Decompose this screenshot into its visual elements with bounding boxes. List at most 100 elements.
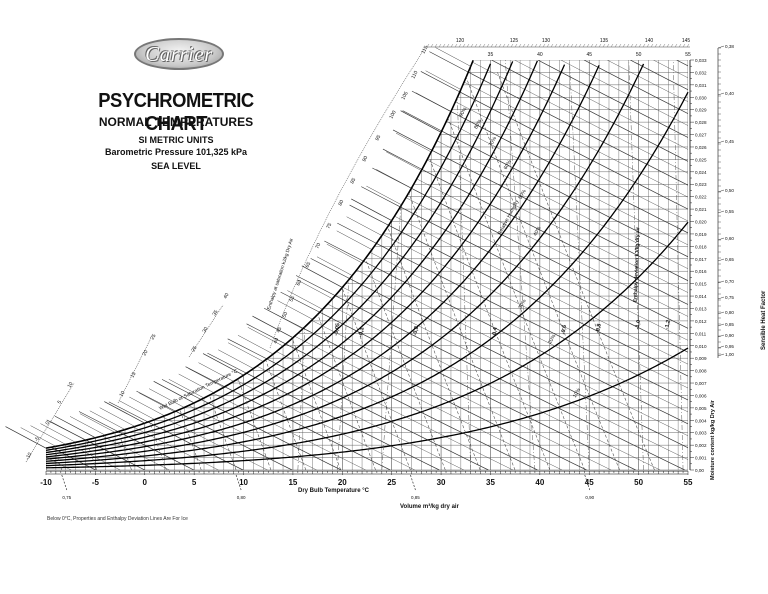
enthalpy-deviation-axis-label: Enthalpy deviation kJ/kg dry air xyxy=(633,227,642,303)
carrier-logo: Carrier xyxy=(134,38,224,70)
enthalpy-saturation-scale xyxy=(269,44,428,349)
x-tick-label: 30 xyxy=(437,478,446,487)
shf-tick-label: 0,60 xyxy=(725,236,734,241)
svg-text:0,90: 0,90 xyxy=(585,495,594,500)
x-tick-label: 0 xyxy=(143,478,148,487)
rh-label: 90% xyxy=(458,106,468,118)
shf-tick-label: 0,45 xyxy=(725,139,734,144)
top-enthalpy-label: 120 xyxy=(456,38,465,44)
sensible-heat-factor-scale xyxy=(717,45,725,358)
top-db-label: 40 xyxy=(537,52,543,58)
rh-label: 50% xyxy=(518,188,528,200)
wet-bulb-scale-label: 5 xyxy=(57,399,64,405)
wet-bulb-scale-label: 10 xyxy=(119,390,127,398)
y-tick-label: 0,011 xyxy=(695,331,707,336)
x-tick-label: 50 xyxy=(634,478,643,487)
shf-tick-label: 0,50 xyxy=(725,188,734,193)
top-enthalpy-label: 125 xyxy=(510,38,519,44)
y-tick-label: 0,015 xyxy=(695,282,707,287)
rh-curve-60 xyxy=(45,64,566,458)
y-axis-label: Moisture content kg/kg Dry Air xyxy=(710,399,716,480)
x-tick-label: 5 xyxy=(192,478,197,487)
wet-bulb-scale xyxy=(5,47,471,463)
altitude-label: SEA LEVEL xyxy=(151,161,201,171)
y-tick-label: 0,024 xyxy=(695,170,707,175)
enthalpy-scale-label: 100 xyxy=(388,110,397,120)
x-tick-label: 45 xyxy=(585,478,594,487)
enthalpy-scale-label: 80 xyxy=(337,199,345,207)
x-tick-label: -5 xyxy=(92,478,100,487)
wet-bulb-scale-label: 25 xyxy=(191,345,199,353)
enthalpy-lines xyxy=(46,60,688,470)
y-tick-label: 0,004 xyxy=(695,418,707,423)
y-tick-label: 0,022 xyxy=(695,195,707,200)
wet-bulb-scale-label: 0 xyxy=(45,420,52,426)
wet-bulb-scale-label: 15 xyxy=(130,371,138,379)
y-tick-label: 0,012 xyxy=(695,319,707,324)
y-tick-label: 0,018 xyxy=(695,244,707,249)
y-tick-label: 0,002 xyxy=(695,443,707,448)
rh-label: 20% xyxy=(547,333,557,345)
y-tick-label: 0,001 xyxy=(695,456,707,461)
enthalpy-scale-label: 70 xyxy=(314,242,322,250)
y-tick-label: 0,008 xyxy=(695,369,707,374)
enthalpy-scale-label: 90 xyxy=(361,155,369,163)
y-tick-label: 0,007 xyxy=(695,381,707,386)
enthalpy-deviation-label: -0,1 xyxy=(358,327,366,337)
wet-bulb-scale-label: 30 xyxy=(202,326,210,334)
shf-tick-label: 0,65 xyxy=(725,257,734,262)
y-tick-label: 0,010 xyxy=(695,344,707,349)
rh-curve-90 xyxy=(45,63,492,451)
svg-text:0,80: 0,80 xyxy=(237,495,246,500)
y-tick-label: 0,030 xyxy=(695,95,707,100)
top-db-label: 35 xyxy=(488,52,494,58)
x-axis xyxy=(45,470,689,475)
shf-axis-label: Sensible Heat Factor xyxy=(761,290,767,350)
y-tick-label: 0,005 xyxy=(695,406,707,411)
y-tick-label: 0,003 xyxy=(695,431,707,436)
enthalpy-deviation-label: -0,2 xyxy=(412,326,420,336)
y-tick-label: 0,029 xyxy=(695,108,707,113)
enthalpy-deviation-label: -0,8 xyxy=(595,323,603,333)
rh-label: 80% xyxy=(473,118,483,130)
y-tick-label: 0,023 xyxy=(695,182,707,187)
units-label: SI METRIC UNITS xyxy=(138,135,214,145)
rh-curve-40 xyxy=(45,63,645,462)
wet-bulb-scale-label: 40 xyxy=(223,292,231,300)
shf-tick-label: 0,75 xyxy=(725,295,734,300)
x-tick-label: 35 xyxy=(486,478,495,487)
y-tick-label: 0,016 xyxy=(695,269,707,274)
enthalpy-scale-label: 115 xyxy=(420,45,429,55)
shf-tick-label: 0,38 xyxy=(725,44,734,49)
volume-axis-label: Volume m³/kg dry air xyxy=(400,504,459,510)
svg-text:0,85: 0,85 xyxy=(411,495,420,500)
enthalpy-deviation-label: -0,6 xyxy=(561,325,569,335)
top-enthalpy-label: 140 xyxy=(645,38,654,44)
shf-tick-label: 0,70 xyxy=(725,279,734,284)
x-tick-label: 25 xyxy=(387,478,396,487)
enthalpy-deviation-label: -1,0 xyxy=(635,320,643,330)
rh-label: 70% xyxy=(488,135,498,147)
y-tick-label: 0,031 xyxy=(695,83,707,88)
rh-curve-50 xyxy=(45,64,600,460)
shf-tick-label: 0,90 xyxy=(725,333,734,338)
y-tick-label: 0,00 xyxy=(695,468,704,473)
shf-tick-label: 0,55 xyxy=(725,209,734,214)
y-tick-label: 0,021 xyxy=(695,207,707,212)
rh-curve-10 xyxy=(45,347,689,469)
enthalpy-scale-label: 110 xyxy=(410,70,419,80)
y-tick-label: 0,033 xyxy=(695,58,707,63)
top-db-label: 55 xyxy=(685,52,691,58)
x-tick-label: 10 xyxy=(239,478,248,487)
shf-tick-label: 0,40 xyxy=(725,91,734,96)
top-scales xyxy=(426,43,690,48)
wet-bulb-scale-label: 20 xyxy=(142,349,150,357)
rh-label: 60% xyxy=(503,159,513,171)
enthalpy-deviation-label: -1,2 xyxy=(664,320,672,330)
y-tick-label: 0,032 xyxy=(695,70,707,75)
enthalpy-scale-label: 95 xyxy=(374,134,382,142)
rh-curve-30 xyxy=(45,91,689,465)
shf-tick-label: 0,95 xyxy=(725,344,734,349)
rh-curve-100 xyxy=(45,60,474,449)
